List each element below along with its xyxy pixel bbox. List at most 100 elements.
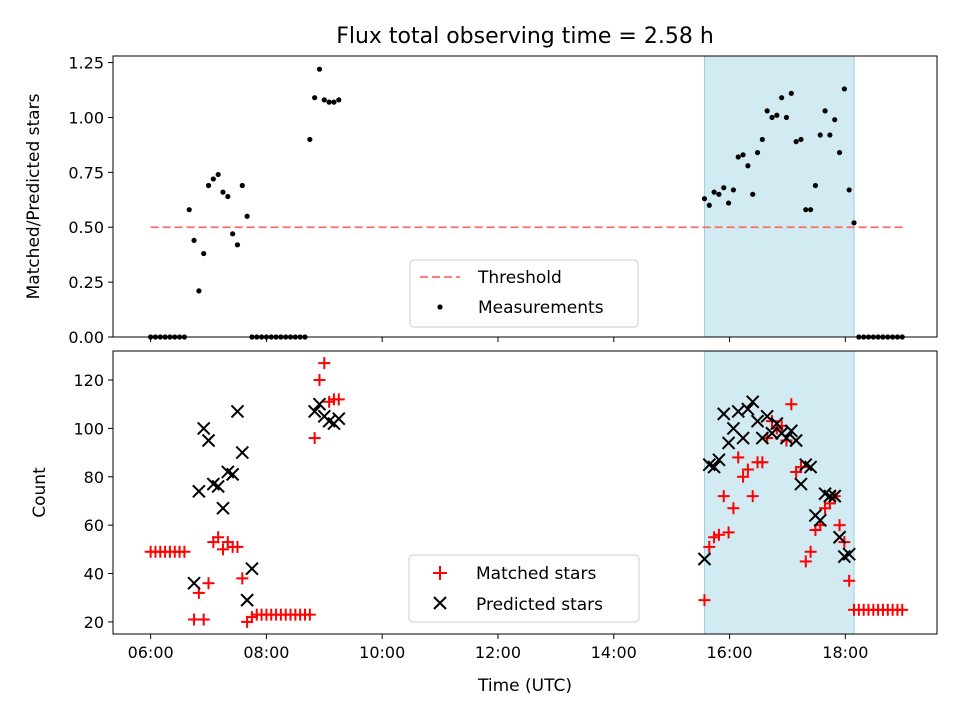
matched-star-point	[732, 451, 745, 464]
x-stroke-b	[765, 426, 779, 440]
matched-star-point	[197, 613, 210, 626]
top-legend-box	[409, 259, 639, 328]
measurement-point	[803, 207, 809, 213]
measurement-point	[215, 171, 221, 178]
matched-star-point	[332, 393, 345, 406]
measurement-point	[244, 213, 250, 219]
bottom-y-tick-label: 60	[84, 516, 104, 535]
predicted-star-point	[813, 513, 827, 528]
x-stroke-b	[322, 414, 336, 428]
measurement-point	[759, 136, 765, 143]
measurement-point	[205, 182, 212, 189]
bottom-legend-box	[408, 554, 640, 623]
predicted-star-point	[832, 530, 847, 544]
measurement-point	[750, 191, 756, 197]
predicted-star-point	[736, 431, 750, 445]
predicted-star-point	[794, 477, 808, 491]
predicted-stars-series	[187, 395, 856, 607]
predicted-star-point	[216, 501, 230, 515]
x-stroke-b	[755, 431, 770, 445]
measurement-point	[754, 149, 761, 156]
predicted-star-point	[741, 402, 755, 416]
x-stroke-b	[187, 576, 201, 590]
x-stroke-b	[712, 453, 726, 467]
bottom-y-tick-label: 120	[73, 371, 104, 390]
bottom-y-tick-label: 20	[84, 613, 104, 632]
matched-star-point	[216, 543, 229, 556]
matched-star-point	[313, 374, 326, 387]
measurement-point	[745, 163, 751, 169]
measurement-point	[186, 207, 192, 213]
matched-star-point	[212, 531, 225, 544]
bottom-y-tick-label: 100	[73, 419, 104, 438]
predicted-star-point	[707, 460, 721, 474]
predicted-star-point	[760, 409, 774, 424]
matched-star-point	[833, 519, 846, 532]
legend-matched-swatch	[433, 566, 447, 580]
measurement-point	[841, 86, 847, 92]
x-stroke-b	[770, 416, 784, 431]
bottom-y-tick-label: 40	[84, 565, 104, 584]
measurements-series	[148, 66, 905, 340]
predicted-star-point	[779, 431, 794, 445]
x-stroke-b	[717, 407, 731, 421]
x-stroke-b	[206, 477, 221, 491]
legend-measurements-label: Measurements	[478, 298, 604, 318]
predicted-star-point	[211, 479, 225, 494]
predicted-star-point	[746, 395, 760, 409]
matched-star-point	[727, 502, 740, 515]
matched-star-point	[722, 526, 735, 539]
matched-star-point	[843, 574, 856, 587]
matched-star-point	[303, 608, 316, 621]
x-stroke-b	[307, 404, 322, 419]
measurement-point	[817, 132, 823, 138]
top-panel-shaded-interval	[703, 55, 855, 338]
measurement-point	[210, 176, 216, 182]
legend-matched-label: Matched stars	[476, 564, 596, 584]
x-tick-label: 18:00	[822, 643, 868, 662]
top-y-tick-label: 1.25	[68, 54, 104, 73]
top-panel-y-axis-label: Matched/Predicted stars	[24, 93, 44, 299]
predicted-star-point	[750, 414, 765, 428]
matched-star-point	[741, 463, 754, 476]
measurement-point	[711, 189, 717, 195]
measurement-point	[783, 114, 790, 121]
predicted-star-point	[312, 397, 327, 411]
matched-star-point	[804, 545, 817, 558]
x-stroke-b	[789, 433, 803, 448]
measurement-point	[832, 117, 838, 123]
measurement-point	[735, 154, 741, 160]
matched-star-point	[178, 545, 191, 558]
measurement-point	[836, 149, 843, 156]
bottom-panel-frame	[112, 350, 938, 635]
top-panel-title: Flux total observing time = 2.58 h	[336, 24, 714, 49]
bottom-panel-legend: Matched stars Predicted stars	[408, 554, 640, 623]
measurement-point	[196, 288, 202, 294]
measurement-point	[321, 97, 327, 103]
top-panel-frame	[112, 55, 938, 338]
matched-star-point	[202, 577, 215, 590]
predicted-star-point	[332, 412, 346, 426]
measurement-point	[827, 132, 833, 138]
x-stroke-b	[731, 404, 745, 419]
x-stroke-b	[760, 409, 774, 424]
top-y-tick-label: 0.00	[68, 328, 104, 347]
legend-predicted-label: Predicted stars	[476, 595, 603, 615]
measurement-point	[234, 242, 241, 248]
x-tick-label: 12:00	[475, 643, 521, 662]
x-tick-label: 10:00	[359, 643, 405, 662]
x-stroke-b	[211, 479, 225, 494]
predicted-star-point	[187, 576, 201, 590]
x-stroke-b	[245, 561, 259, 576]
measurement-point	[793, 139, 799, 145]
x-stroke-b	[216, 501, 230, 515]
matched-star-point	[794, 461, 807, 474]
measurement-point	[798, 136, 804, 143]
measurement-point	[851, 220, 857, 226]
matched-star-point	[756, 456, 769, 469]
predicted-star-point	[235, 445, 249, 460]
measurement-point	[779, 95, 785, 101]
top-panel-x-ticks	[150, 337, 846, 342]
matched-star-point	[703, 540, 716, 553]
